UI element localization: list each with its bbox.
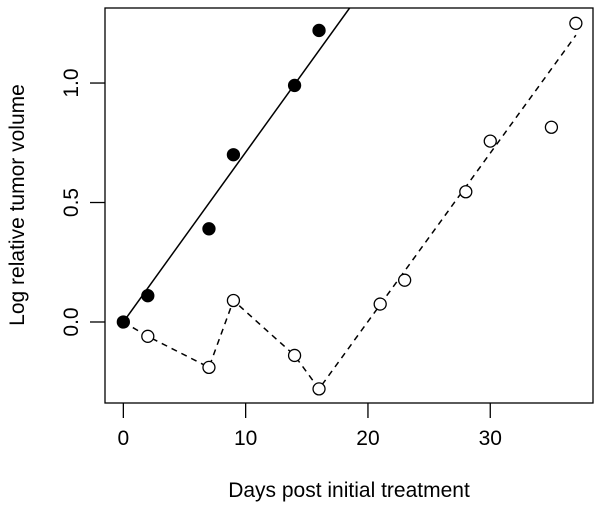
filled-data-point — [287, 78, 302, 93]
open-data-point — [569, 16, 583, 30]
y-tick-label: 0.5 — [60, 188, 83, 217]
x-tick-label: 20 — [356, 427, 379, 450]
open-data-point — [373, 297, 387, 311]
dashed-line — [122, 34, 577, 391]
open-data-point — [483, 134, 497, 148]
filled-data-point — [141, 289, 155, 303]
open-data-point — [312, 382, 326, 396]
y-tick-label: 0.0 — [60, 307, 83, 336]
open-data-point — [141, 329, 155, 343]
filled-data-point — [312, 23, 326, 38]
filled-data-point — [116, 315, 130, 329]
x-tick-label: 0 — [118, 427, 130, 450]
x-tick-label: 10 — [234, 427, 257, 450]
plot-frame — [104, 7, 594, 404]
x-tick-label: 30 — [479, 427, 502, 450]
filled-data-point — [226, 148, 241, 162]
y-axis-label: Log relative tumor volume — [6, 84, 29, 326]
y-tick-label: 1.0 — [60, 68, 83, 97]
solid-line — [122, 8, 351, 323]
open-data-point — [459, 185, 473, 199]
x-axis-label: Days post initial treatment — [228, 479, 470, 502]
open-data-point — [287, 348, 302, 363]
open-data-point — [226, 293, 241, 308]
open-data-point — [397, 273, 412, 287]
open-data-point — [544, 120, 559, 134]
open-data-point — [202, 360, 216, 375]
filled-data-point — [202, 222, 216, 236]
